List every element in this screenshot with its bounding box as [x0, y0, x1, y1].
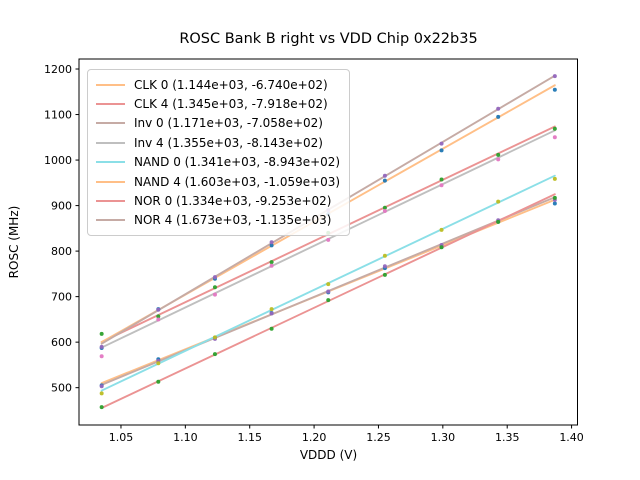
data-point-clk-0: [552, 201, 557, 206]
data-point-clk-4: [156, 314, 161, 319]
legend-line-swatch: [96, 200, 125, 203]
y-tick-label: 700: [51, 291, 72, 304]
legend-label: NAND 0 (1.341e+03, -8.943e+02): [134, 155, 341, 170]
data-point-nand-0: [382, 253, 387, 258]
data-point-inv-0: [99, 384, 104, 389]
legend-line-swatch: [96, 83, 125, 86]
data-point-nor-0: [212, 352, 217, 357]
data-point-nor-0: [326, 298, 331, 303]
data-point-nor-4: [439, 141, 444, 146]
x-axis-label: VDDD (V): [299, 448, 358, 462]
legend-item: Inv 4 (1.355e+03, -8.143e+02): [96, 133, 340, 152]
legend-label: NOR 4 (1.673e+03, -1.135e+03): [134, 213, 332, 228]
data-point-nor-4: [269, 240, 274, 245]
data-point-inv-4: [439, 183, 444, 188]
legend-label: Inv 4 (1.355e+03, -8.143e+02): [134, 135, 323, 150]
data-point-nand-4: [439, 148, 444, 153]
y-tick-label: 1000: [44, 154, 72, 167]
data-point-clk-4: [269, 260, 274, 265]
legend-item: CLK 4 (1.345e+03, -7.918e+02): [96, 94, 340, 113]
legend-item: NAND 0 (1.341e+03, -8.943e+02): [96, 153, 340, 172]
legend-line-swatch: [96, 103, 125, 106]
legend-item: CLK 0 (1.144e+03, -6.740e+02): [96, 75, 340, 94]
data-point-clk-4: [496, 152, 501, 157]
x-tick-label: 1.20: [302, 431, 327, 444]
data-point-inv-4: [156, 317, 161, 322]
y-tick-label: 1200: [44, 63, 72, 76]
legend-label: Inv 0 (1.171e+03, -7.058e+02): [134, 116, 323, 131]
legend-line-swatch: [96, 161, 125, 164]
y-tick-label: 500: [51, 382, 72, 395]
data-point-nand-0: [269, 307, 274, 312]
data-point-nor-0: [269, 326, 274, 331]
data-point-nor-4: [496, 106, 501, 111]
legend-item: NAND 4 (1.603e+03, -1.059e+03): [96, 172, 340, 191]
x-tick-label: 1.40: [559, 431, 584, 444]
legend-line-swatch: [96, 180, 125, 183]
legend: CLK 0 (1.144e+03, -6.740e+02) CLK 4 (1.34…: [87, 69, 351, 237]
data-point-clk-4: [439, 177, 444, 182]
data-point-nand-0: [496, 199, 501, 204]
x-tick-label: 1.30: [431, 431, 456, 444]
data-point-nand-0: [326, 282, 331, 287]
data-point-inv-0: [326, 289, 331, 294]
x-tick-label: 1.25: [366, 431, 391, 444]
data-point-nand-4: [552, 87, 557, 92]
data-point-inv-0: [269, 311, 274, 316]
y-tick-label: 600: [51, 336, 72, 349]
legend-label: NOR 0 (1.334e+03, -9.253e+02): [134, 194, 332, 209]
data-point-nor-4: [99, 344, 104, 349]
data-point-clk-4: [99, 331, 104, 336]
legend-label: CLK 0 (1.144e+03, -6.740e+02): [134, 77, 328, 92]
data-point-nor-0: [156, 379, 161, 384]
legend-label: NAND 4 (1.603e+03, -1.059e+03): [134, 174, 341, 189]
data-point-clk-4: [552, 126, 557, 131]
data-point-nand-0: [99, 391, 104, 396]
y-tick-label: 800: [51, 245, 72, 258]
data-point-inv-4: [99, 354, 104, 359]
legend-item: Inv 0 (1.171e+03, -7.058e+02): [96, 114, 340, 133]
data-point-nand-4: [382, 178, 387, 183]
data-point-clk-4: [212, 285, 217, 290]
legend-item: NOR 4 (1.673e+03, -1.135e+03): [96, 211, 340, 230]
data-point-nor-0: [552, 195, 557, 200]
data-point-nand-0: [552, 176, 557, 181]
data-point-nor-4: [212, 275, 217, 280]
data-point-nor-0: [382, 272, 387, 277]
data-point-nand-4: [496, 114, 501, 119]
data-point-nand-0: [439, 227, 444, 232]
data-point-clk-4: [382, 205, 387, 210]
data-point-nor-4: [156, 307, 161, 312]
data-point-inv-4: [496, 157, 501, 162]
data-point-inv-4: [269, 263, 274, 268]
data-point-nand-0: [212, 335, 217, 340]
data-point-nor-4: [382, 173, 387, 178]
y-tick-label: 900: [51, 200, 72, 213]
data-point-inv-4: [552, 135, 557, 140]
legend-label: CLK 4 (1.345e+03, -7.918e+02): [134, 97, 328, 112]
data-point-inv-0: [382, 264, 387, 269]
data-point-nand-0: [156, 361, 161, 366]
y-tick-label: 1100: [44, 109, 72, 122]
x-tick-label: 1.05: [109, 431, 134, 444]
legend-line-swatch: [96, 219, 125, 222]
x-tick-label: 1.10: [173, 431, 198, 444]
data-point-nor-0: [439, 245, 444, 250]
x-tick-label: 1.35: [495, 431, 520, 444]
data-point-inv-4: [326, 237, 331, 242]
legend-line-swatch: [96, 122, 125, 125]
data-point-nand-4: [269, 243, 274, 248]
data-point-nor-0: [496, 219, 501, 224]
data-point-inv-4: [382, 208, 387, 213]
x-tick-label: 1.15: [237, 431, 262, 444]
data-point-inv-4: [212, 292, 217, 297]
data-point-nor-4: [552, 74, 557, 79]
legend-line-swatch: [96, 141, 125, 144]
legend-item: NOR 0 (1.334e+03, -9.253e+02): [96, 191, 340, 210]
chart-title: ROSC Bank B right vs VDD Chip 0x22b35: [179, 31, 478, 47]
axes-frame: [78, 58, 578, 426]
data-point-nor-0: [99, 405, 104, 410]
